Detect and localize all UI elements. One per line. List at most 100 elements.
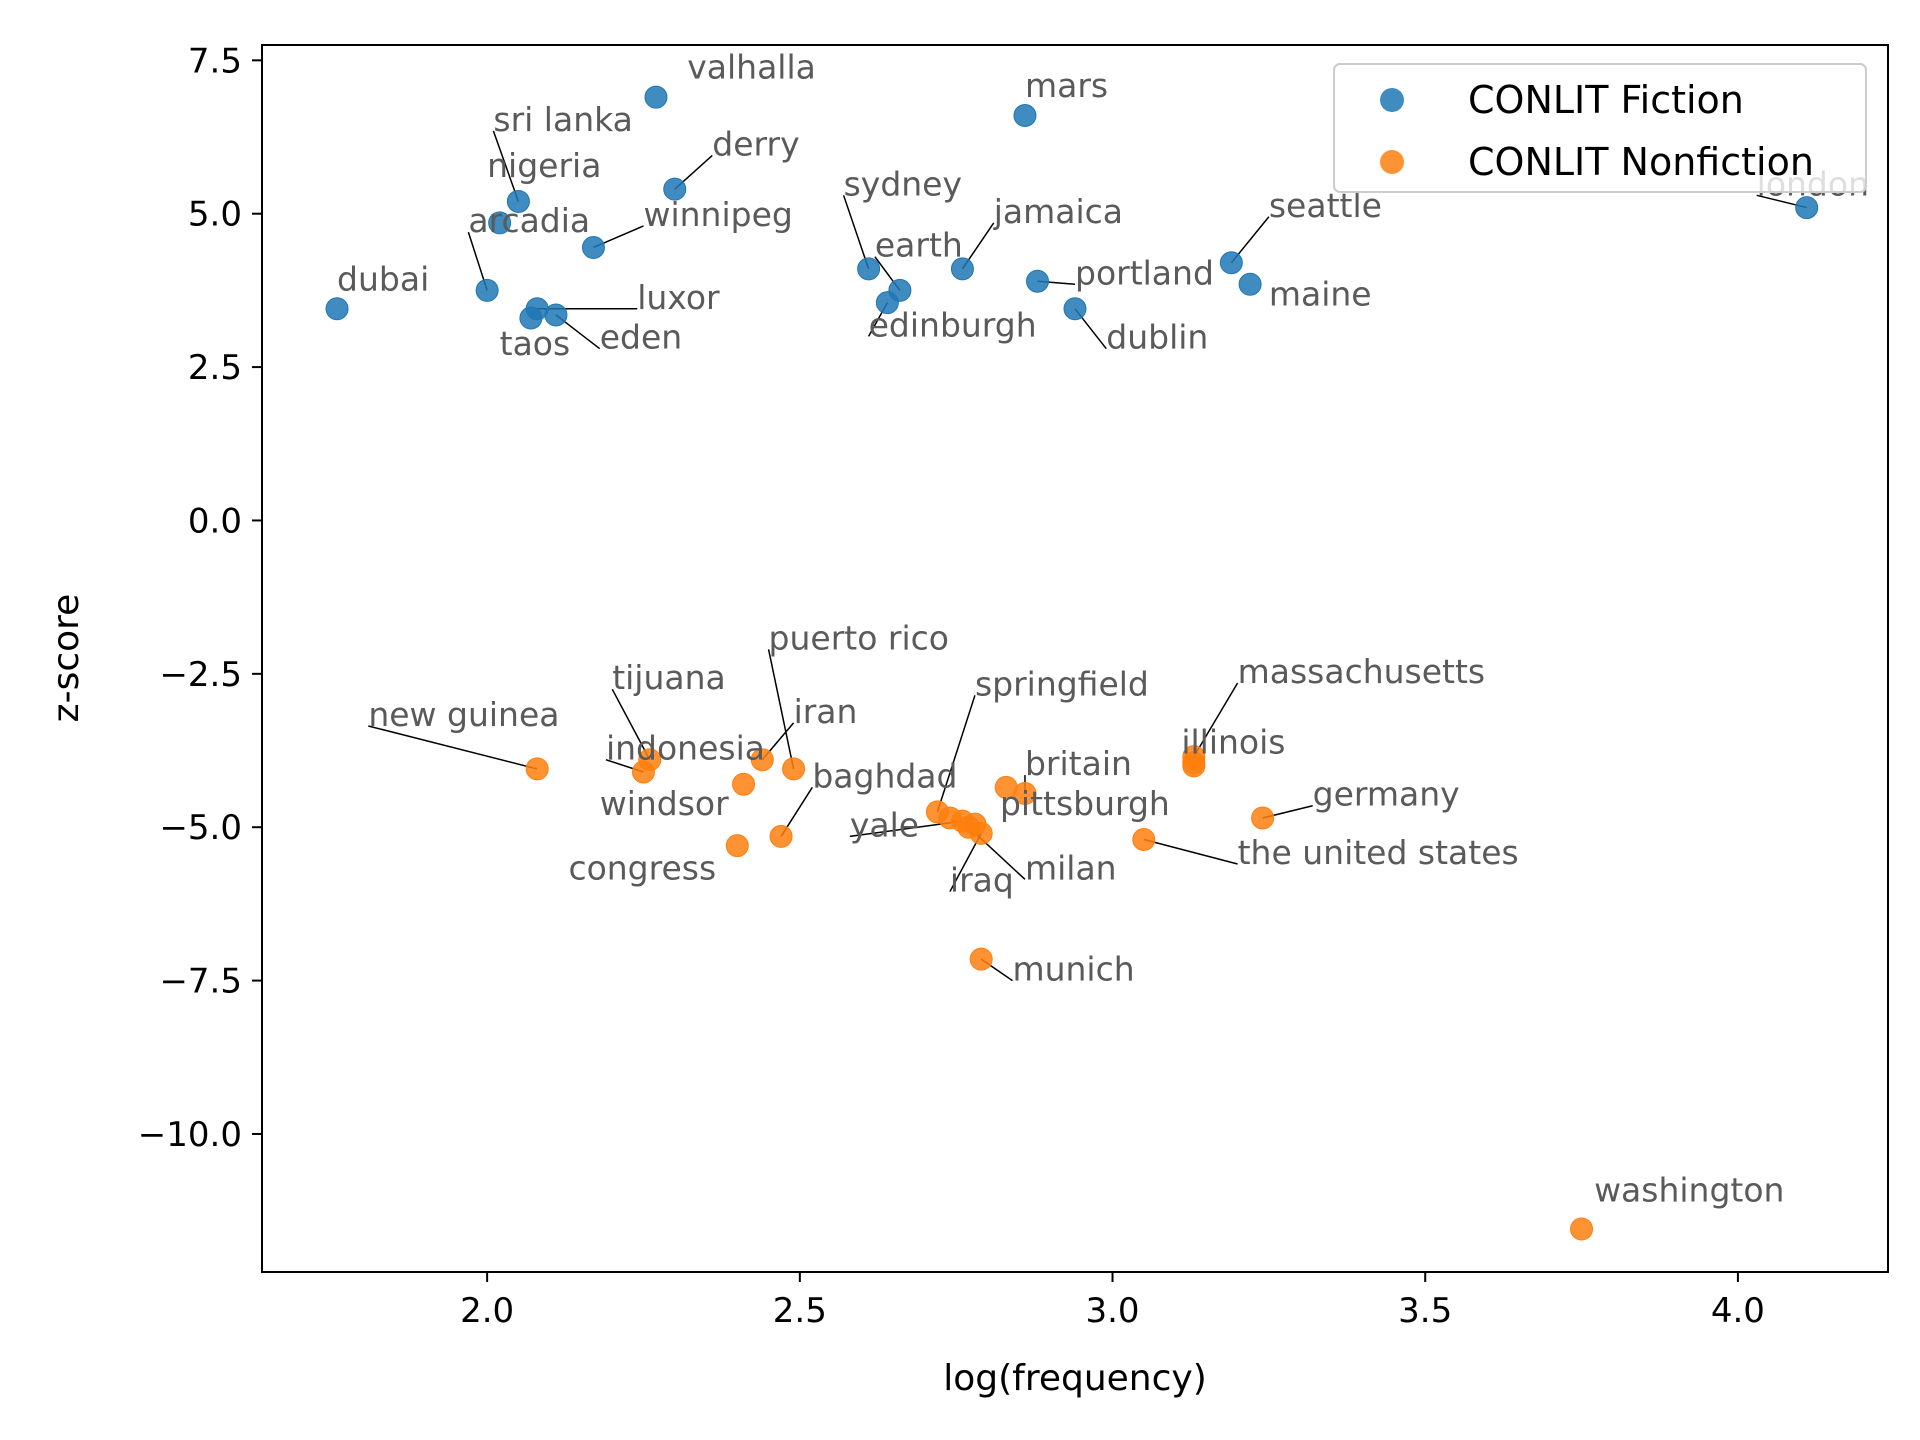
point-label: sydney: [844, 164, 962, 203]
nonfiction-point: [1182, 754, 1206, 778]
x-axis-ticks: 2.0 2.5 3.0 3.5 4.0: [460, 1272, 1765, 1331]
annotation-leader: [842, 195, 870, 270]
fiction-point: [519, 306, 543, 330]
y-axis-label: z-score: [46, 594, 87, 723]
legend: CONLIT Fiction CONLIT Nonfiction: [1333, 63, 1867, 193]
point-label: mars: [1025, 66, 1108, 105]
y-tick-label: −7.5: [159, 962, 242, 1002]
legend-box: [1333, 63, 1867, 193]
y-tick-label: 5.0: [188, 195, 242, 235]
point-label: pittsburgh: [1000, 784, 1170, 823]
point-label: illinois: [1181, 723, 1285, 762]
nonfiction-point: [1251, 806, 1275, 830]
nonfiction-point: [994, 775, 1018, 799]
legend-marker-fiction: [1380, 88, 1404, 112]
point-label: dublin: [1106, 318, 1208, 357]
x-tick-label: 4.0: [1711, 1291, 1765, 1331]
y-tick-label: 2.5: [188, 348, 242, 388]
point-label: valhalla: [687, 48, 816, 87]
fiction-point: [1025, 269, 1049, 293]
fiction-point: [1238, 272, 1262, 296]
y-tick-label: −2.5: [159, 655, 242, 695]
legend-label-fiction: CONLIT Fiction: [1468, 78, 1744, 122]
fiction-point: [544, 303, 568, 327]
point-label: massachusetts: [1238, 652, 1486, 691]
point-annotations: valhalla mars sri lanka derry nigeria sydney w…: [337, 48, 1869, 1210]
annotation-leader: [611, 688, 651, 761]
point-label: springfield: [975, 664, 1149, 703]
nonfiction-point: [782, 757, 806, 781]
point-label: maine: [1269, 275, 1372, 314]
point-label: iraq: [950, 861, 1014, 900]
point-label: iran: [794, 692, 858, 731]
x-tick-label: 2.0: [460, 1291, 514, 1331]
point-label: tijuana: [612, 658, 726, 697]
point-label: luxor: [637, 278, 720, 317]
legend-marker-nonfiction: [1380, 150, 1404, 174]
point-label: washington: [1594, 1170, 1784, 1209]
fiction-point: [1013, 104, 1037, 128]
point-label: sri lanka: [493, 100, 632, 139]
point-label: derry: [712, 124, 799, 163]
point-label: yale: [850, 805, 919, 844]
point-label: nigeria: [487, 146, 601, 185]
legend-label-nonfiction: CONLIT Nonfiction: [1468, 140, 1814, 184]
fiction-point: [857, 257, 881, 281]
annotation-leader: [1193, 682, 1239, 758]
fiction-point: [488, 211, 512, 235]
point-label: earth: [875, 226, 963, 265]
plot-area: [261, 44, 1889, 1273]
fiction-point: [1063, 297, 1087, 321]
fiction-point: [644, 85, 668, 109]
nonfiction-point: [750, 748, 774, 772]
fiction-point: [325, 297, 349, 321]
y-tick-label: 0.0: [188, 501, 242, 541]
annotation-leader: [936, 695, 976, 813]
point-label: baghdad: [812, 756, 957, 795]
nonfiction-point: [525, 757, 549, 781]
point-label: winnipeg: [643, 195, 792, 234]
point-label: congress: [568, 848, 716, 887]
nonfiction-point: [732, 772, 756, 796]
x-axis-label: log(frequency): [943, 1358, 1207, 1399]
x-tick-label: 2.5: [773, 1291, 827, 1331]
fiction-point: [663, 177, 687, 201]
y-tick-label: 7.5: [188, 41, 242, 81]
nonfiction-point: [1570, 1217, 1594, 1241]
y-axis-ticks: 7.5 5.0 2.5 0.0 −2.5 −5.0 −7.5 −10.0: [138, 41, 262, 1155]
point-label: munich: [1012, 950, 1134, 989]
annotation-leader: [492, 130, 520, 202]
nonfiction-point: [969, 947, 993, 971]
nonfiction-point: [769, 824, 793, 848]
y-tick-label: −10.0: [138, 1115, 242, 1155]
nonfiction-point: [938, 806, 962, 830]
fiction-point: [950, 257, 974, 281]
data-points: [325, 85, 1819, 1241]
point-label: germany: [1313, 775, 1460, 814]
y-tick-label: −5.0: [159, 808, 242, 848]
point-label: new guinea: [368, 695, 559, 734]
point-label: taos: [500, 324, 571, 363]
point-label: the united states: [1238, 833, 1519, 872]
fiction-point: [1219, 251, 1243, 275]
x-tick-label: 3.0: [1085, 1291, 1139, 1331]
point-label: dubai: [337, 259, 429, 298]
fiction-point: [581, 235, 605, 259]
point-label: portland: [1075, 253, 1214, 292]
point-label: indonesia: [606, 729, 765, 768]
fiction-point: [506, 189, 530, 213]
point-label: milan: [1025, 848, 1117, 887]
fiction-point: [875, 291, 899, 315]
annotation-leader: [767, 649, 795, 770]
point-label: windsor: [600, 784, 729, 823]
nonfiction-point: [725, 834, 749, 858]
x-tick-label: 3.5: [1398, 1291, 1452, 1331]
fiction-point: [475, 278, 499, 302]
point-label: edinburgh: [869, 305, 1037, 344]
point-label: britain: [1025, 744, 1132, 783]
point-label: jamaica: [993, 192, 1123, 231]
nonfiction-point: [1132, 827, 1156, 851]
point-label: eden: [600, 318, 682, 357]
nonfiction-point: [963, 812, 987, 836]
